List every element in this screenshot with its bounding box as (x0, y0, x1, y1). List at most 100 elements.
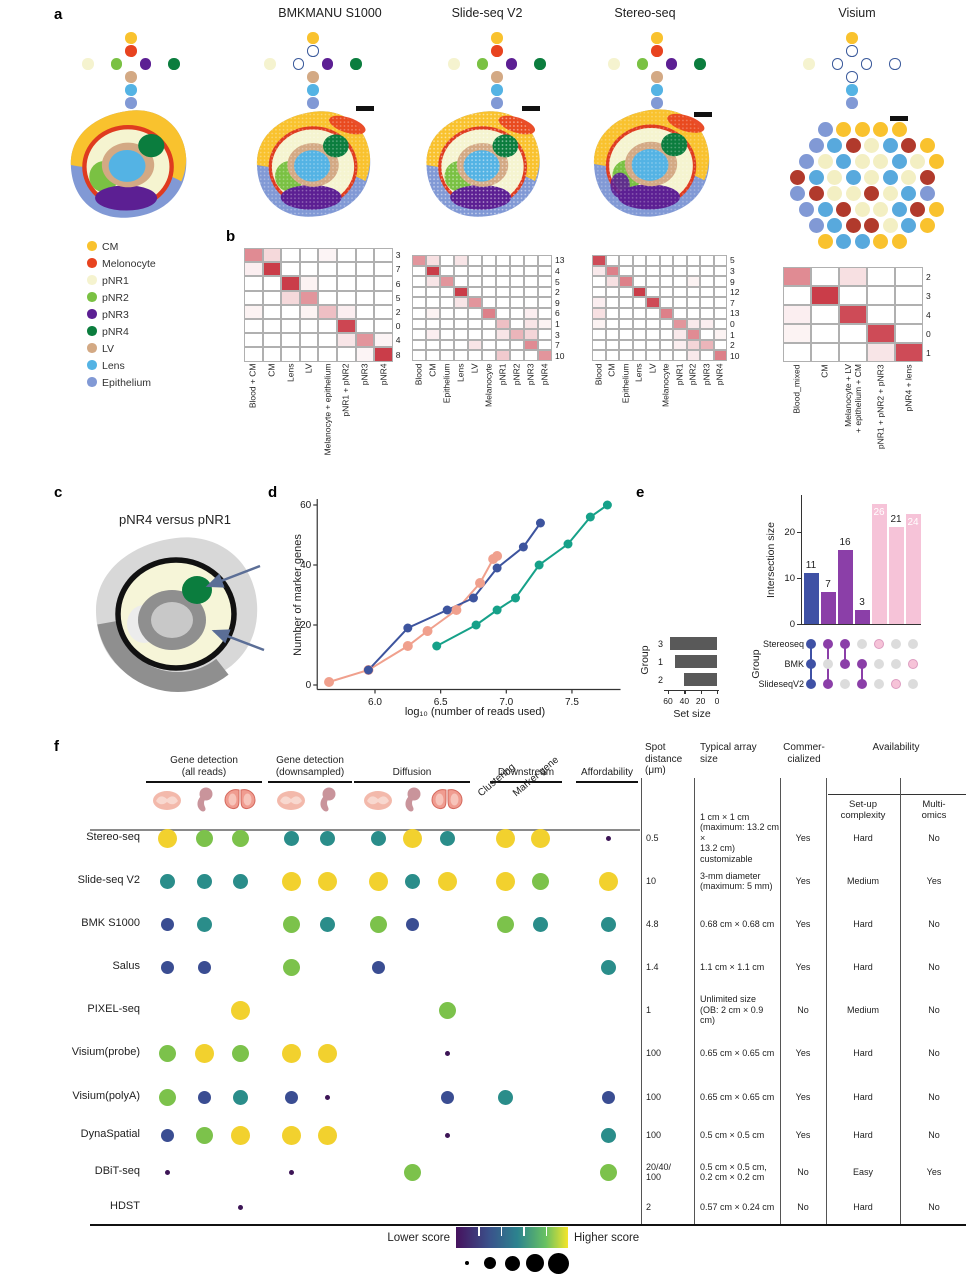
matrix-row-label: 2 (555, 287, 560, 298)
matrix-cell (318, 333, 337, 348)
matrix-row-label: 4 (395, 335, 401, 346)
matrix-row-label: 7 (730, 297, 735, 308)
matrix-row-label: 0 (926, 328, 931, 339)
visium-spot (891, 202, 907, 217)
intersection-bar (871, 504, 887, 624)
commercialized-value: Yes (795, 875, 811, 886)
matrix-cell-value (867, 343, 895, 362)
visium-spot (845, 138, 861, 153)
matrix-cell (538, 265, 552, 277)
score-gradient-tick (545, 1227, 548, 1236)
matrix-cell (440, 308, 454, 319)
matrix-col-label: pNR1 (497, 363, 508, 385)
score-dot-gene-detection-down-brain (288, 1169, 294, 1175)
cluster-map-dot-pnr3 (860, 58, 873, 70)
matrix-cell (811, 267, 839, 286)
matrix-col-label: pNR4 (714, 363, 725, 385)
score-dot-gene-detection-all-embryo (197, 960, 211, 974)
matrix-row-label: 13 (730, 308, 740, 319)
matrix-cell (538, 308, 552, 319)
brain-icon (364, 791, 392, 810)
matrix-cell-value (412, 255, 426, 266)
matrix-cell-value (299, 304, 319, 319)
matrix-cell (605, 286, 619, 298)
array-size-value: 0.65 cm × 0.65 cm (700, 1091, 775, 1102)
matrix-cell (468, 265, 482, 277)
column-group-title: Downstream (497, 766, 555, 778)
upset-baseline (801, 624, 921, 626)
array-size-value: 1 cm × 1 cm (maximum: 13.2 cm × 13.2 cm)… (700, 811, 780, 864)
matrix-cell-value (783, 305, 811, 324)
cluster-map-dot-lv (307, 71, 319, 83)
matrix-cell-value (605, 265, 619, 277)
array-size-value: 1.1 cm × 1.1 cm (700, 961, 765, 972)
cluster-map-dot-melanocyte (846, 45, 858, 57)
visium-spot (873, 122, 889, 137)
matrix-col-label: Blood + CM (247, 363, 258, 409)
cluster-map-dot-pnr3 (505, 58, 518, 70)
multiomics-value: Yes (926, 875, 942, 886)
matrix-cell-value (355, 333, 375, 348)
legend-label: pNR2 (102, 292, 129, 304)
matrix-cell (700, 255, 714, 266)
matrix-cell (318, 262, 337, 277)
set-size-bar (675, 655, 717, 668)
availability-underline (828, 794, 966, 796)
matrix-cell (496, 255, 510, 266)
legend-swatch-epithelium (87, 377, 97, 387)
commercialized-value: Yes (795, 832, 811, 843)
array-size-value: 0.65 cm × 0.65 cm (700, 1047, 775, 1058)
upset-dot-member (857, 659, 867, 669)
matrix-cell (524, 265, 538, 277)
cluster-map-dot-cm (125, 32, 137, 44)
upset-y-axis (801, 495, 803, 624)
slideseq-spatial-map (426, 111, 540, 217)
matrix-cell (426, 286, 440, 298)
matrix-cell (524, 297, 538, 308)
matrix-cell-value (281, 276, 300, 291)
matrix-cell-value (337, 304, 356, 319)
matrix-cell-value (700, 318, 714, 330)
panel-f-label: f (54, 738, 59, 755)
matrix-cell-value (700, 339, 714, 351)
upset-connector (860, 664, 864, 684)
cluster-map-dot-lens (651, 84, 663, 96)
cluster-map-dot-lens (125, 84, 137, 96)
matrix-cell (299, 248, 319, 263)
matrix-cell (374, 276, 393, 291)
score-dot-gene-detection-all-ob (232, 1089, 248, 1105)
matrix-cell (426, 350, 440, 361)
matrix-cell (895, 286, 923, 305)
spot-distance-value: 10 (646, 875, 657, 886)
cluster-map-dot-pnr2 (476, 58, 489, 70)
matrix-cell (496, 339, 510, 351)
intersection-bar-value: 7 (825, 578, 831, 590)
matrix-row-label: 1 (555, 318, 560, 329)
upset-dot-empty (823, 659, 833, 669)
matrix-cell-value (839, 305, 867, 324)
matrix-cell (632, 276, 646, 287)
matrix-cell (510, 265, 524, 277)
score-dot-affordability (598, 871, 618, 891)
matrix-row-label: 4 (926, 309, 931, 320)
matrix-cell (686, 286, 700, 298)
matrix-cell-value (867, 324, 895, 343)
commercialized-value: No (797, 1166, 809, 1177)
column-group-underline (146, 781, 262, 783)
cluster-map-dot-pnr1 (264, 58, 276, 70)
upset-y-tick (797, 624, 801, 626)
matrix-cell-value (426, 308, 440, 319)
matrix-cell-value (605, 276, 619, 287)
matrix-cell (524, 255, 538, 266)
visium-spot (808, 186, 824, 201)
legend-swatch-pnr4 (87, 326, 97, 336)
y-tick-label: 40 (300, 560, 312, 571)
matrix-cell (482, 350, 496, 361)
matrix-cell-value (318, 248, 337, 263)
matrix-col-label: pNR1 + pNR2 (340, 363, 351, 417)
intersection-bar-value: 11 (805, 560, 817, 572)
matrix-cell (440, 318, 454, 330)
matrix-cell (440, 297, 454, 308)
matrix-row-label: 1 (926, 347, 931, 358)
matrix-cell (281, 333, 300, 348)
